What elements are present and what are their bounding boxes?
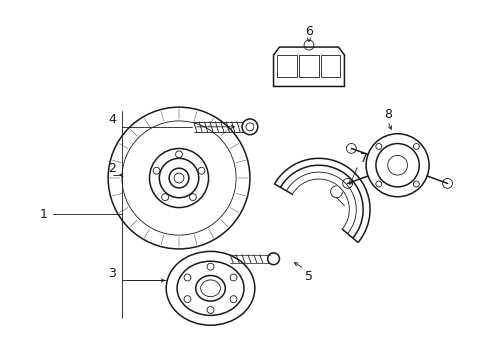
Text: 1: 1 — [39, 208, 47, 221]
Bar — [277, 55, 297, 77]
Text: 2: 2 — [108, 162, 116, 175]
Text: 4: 4 — [108, 113, 116, 126]
Text: 5: 5 — [305, 270, 312, 283]
Text: 3: 3 — [108, 267, 116, 280]
Bar — [320, 55, 340, 77]
Text: 8: 8 — [383, 108, 391, 121]
Bar — [299, 55, 318, 77]
Text: 7: 7 — [359, 152, 367, 165]
Text: 6: 6 — [305, 25, 312, 38]
